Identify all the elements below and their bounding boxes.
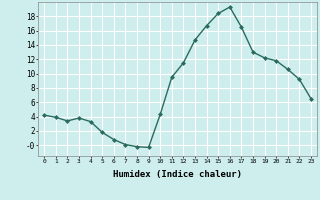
X-axis label: Humidex (Indice chaleur): Humidex (Indice chaleur) [113,170,242,179]
